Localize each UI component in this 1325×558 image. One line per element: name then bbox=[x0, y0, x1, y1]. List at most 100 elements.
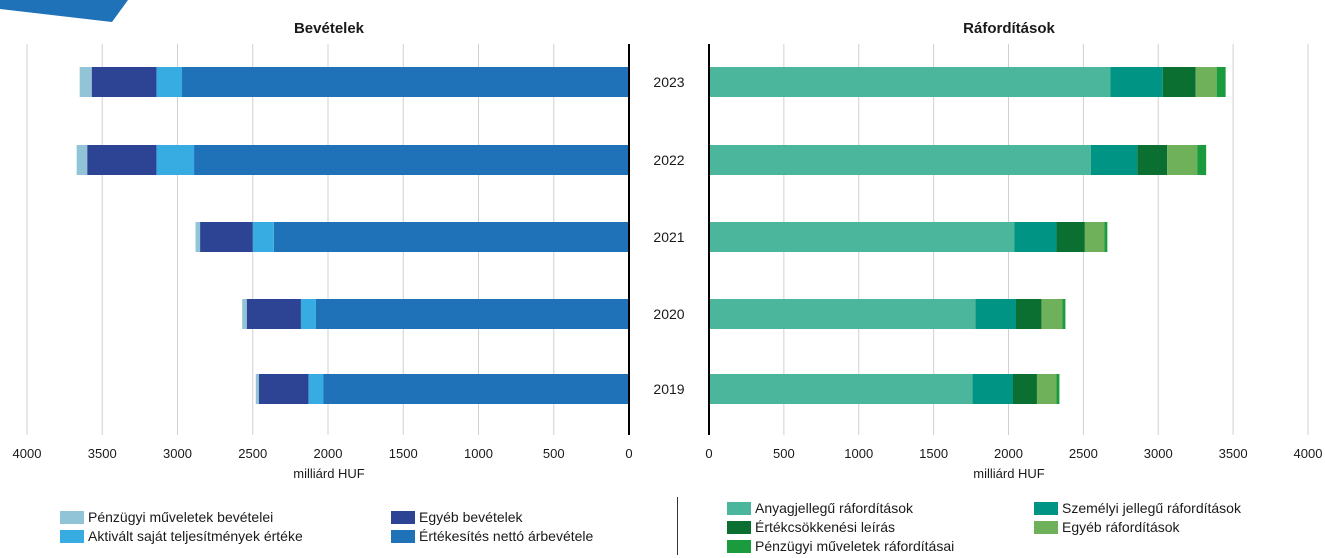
legend-swatch bbox=[391, 510, 415, 524]
legend-label: Pénzügyi műveletek bevételei bbox=[88, 509, 274, 525]
legend-label: Értékesítés nettó árbevétele bbox=[419, 528, 594, 544]
legend-item: Pénzügyi műveletek ráfordításai bbox=[727, 538, 954, 554]
x-tick-label: 4000 bbox=[13, 446, 42, 461]
bar-segment bbox=[1167, 145, 1198, 175]
legend-swatch bbox=[1034, 520, 1058, 534]
bar-segment bbox=[1216, 67, 1226, 97]
bar-segment bbox=[709, 67, 1111, 97]
x-tick-label: 1000 bbox=[464, 446, 493, 461]
legend-label: Egyéb bevételek bbox=[419, 509, 523, 525]
right-bars bbox=[709, 67, 1226, 404]
legend-swatch bbox=[1034, 501, 1058, 515]
right-panel-title: Ráfordítások bbox=[963, 20, 1055, 37]
x-tick-label: 3500 bbox=[1219, 446, 1248, 461]
bar-segment bbox=[323, 374, 629, 404]
bar-segment bbox=[1162, 67, 1196, 97]
x-tick-label: 1000 bbox=[844, 446, 873, 461]
bar-segment bbox=[1137, 145, 1168, 175]
bar-segment bbox=[1110, 67, 1163, 97]
x-tick-label: 3000 bbox=[163, 446, 192, 461]
legend-label: Értékcsökkenési leírás bbox=[755, 519, 896, 535]
bar-segment bbox=[252, 222, 274, 252]
corner-accent-shape bbox=[0, 0, 128, 22]
left-x-ticks: 4000 3500 3000 2500 2000 1500 1000 500 0 bbox=[13, 446, 633, 461]
x-tick-label: 0 bbox=[705, 446, 712, 461]
right-x-axis-title: milliárd HUF bbox=[973, 466, 1045, 481]
bar-segment bbox=[315, 299, 629, 329]
x-tick-label: 2000 bbox=[314, 446, 343, 461]
legend-item: Egyéb ráfordítások bbox=[1034, 519, 1180, 535]
x-tick-label: 2500 bbox=[238, 446, 267, 461]
year-label: 2023 bbox=[653, 74, 684, 90]
year-label: 2022 bbox=[653, 152, 684, 168]
bar-segment bbox=[87, 145, 157, 175]
legend-label: Pénzügyi műveletek ráfordításai bbox=[755, 538, 955, 554]
bar-segment bbox=[258, 374, 309, 404]
year-labels: 2023 2022 2021 2020 2019 bbox=[653, 74, 684, 397]
bar-segment bbox=[1041, 299, 1063, 329]
bar-segment bbox=[156, 67, 183, 97]
bar-segment bbox=[242, 299, 247, 329]
bar-segment bbox=[1197, 145, 1207, 175]
bar-segment bbox=[1015, 299, 1042, 329]
left-bars bbox=[76, 67, 629, 404]
legend-swatch bbox=[727, 539, 751, 553]
x-tick-label: 4000 bbox=[1294, 446, 1323, 461]
legend-label: Személyi jellegű ráfordítások bbox=[1062, 500, 1241, 516]
bar-segment bbox=[91, 67, 157, 97]
bar-segment bbox=[1062, 299, 1066, 329]
bar-segment bbox=[1084, 222, 1105, 252]
bar-segment bbox=[1014, 222, 1057, 252]
year-label: 2019 bbox=[653, 381, 684, 397]
legend-label: Egyéb ráfordítások bbox=[1062, 519, 1180, 535]
year-label: 2021 bbox=[653, 229, 684, 245]
legend-swatch bbox=[391, 529, 415, 543]
bar-segment bbox=[709, 374, 973, 404]
x-tick-label: 2500 bbox=[1069, 446, 1098, 461]
legend-divider bbox=[677, 497, 678, 555]
bar-segment bbox=[156, 145, 195, 175]
left-x-axis-title: milliárd HUF bbox=[293, 466, 365, 481]
legend-item: Pénzügyi műveletek bevételei bbox=[60, 509, 273, 525]
bar-segment bbox=[972, 374, 1013, 404]
x-tick-label: 500 bbox=[773, 446, 795, 461]
legend-item: Értékcsökkenési leírás bbox=[727, 519, 895, 535]
bar-segment bbox=[1195, 67, 1217, 97]
legend-swatch bbox=[60, 510, 84, 524]
x-tick-label: 500 bbox=[543, 446, 565, 461]
legend-label: Anyagjellegű ráfordítások bbox=[755, 500, 913, 516]
bar-segment bbox=[308, 374, 324, 404]
bar-segment bbox=[975, 299, 1016, 329]
bar-segment bbox=[1056, 374, 1060, 404]
bar-segment bbox=[709, 222, 1015, 252]
bar-segment bbox=[76, 145, 88, 175]
bar-segment bbox=[300, 299, 316, 329]
bar-segment bbox=[1056, 222, 1085, 252]
bar-segment bbox=[709, 145, 1091, 175]
bar-segment bbox=[709, 299, 976, 329]
bar-segment bbox=[194, 145, 629, 175]
x-tick-label: 3500 bbox=[88, 446, 117, 461]
x-tick-label: 1500 bbox=[919, 446, 948, 461]
bar-segment bbox=[1012, 374, 1037, 404]
x-tick-label: 0 bbox=[625, 446, 632, 461]
legend-item: Értékesítés nettó árbevétele bbox=[391, 528, 593, 544]
legend-item: Egyéb bevételek bbox=[391, 509, 523, 525]
bar-segment bbox=[195, 222, 201, 252]
bar-segment bbox=[273, 222, 629, 252]
year-label: 2020 bbox=[653, 306, 684, 322]
bar-segment bbox=[246, 299, 301, 329]
left-panel-title: Bevételek bbox=[294, 20, 365, 37]
legend-label: Aktivált saját teljesítmények értéke bbox=[88, 528, 303, 544]
legend-item: Anyagjellegű ráfordítások bbox=[727, 500, 913, 516]
bar-segment bbox=[1090, 145, 1138, 175]
legend-swatch bbox=[727, 501, 751, 515]
legend-swatch bbox=[60, 529, 84, 543]
x-tick-label: 3000 bbox=[1144, 446, 1173, 461]
bar-segment bbox=[255, 374, 259, 404]
legend-item: Személyi jellegű ráfordítások bbox=[1034, 500, 1241, 516]
legend-swatch bbox=[727, 520, 751, 534]
x-tick-label: 1500 bbox=[389, 446, 418, 461]
bar-segment bbox=[1036, 374, 1057, 404]
legend-item: Aktivált saját teljesítmények értéke bbox=[60, 528, 303, 544]
